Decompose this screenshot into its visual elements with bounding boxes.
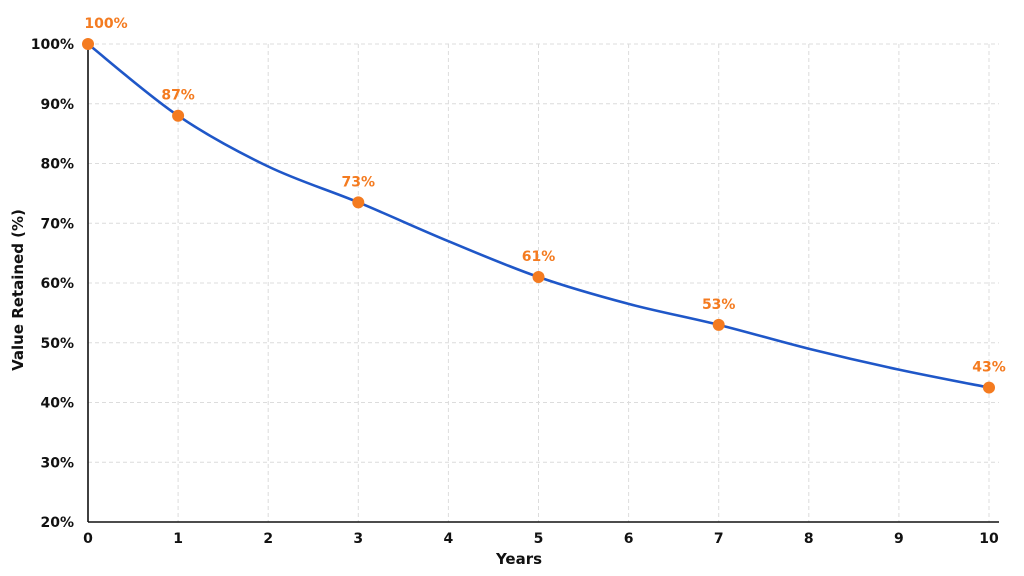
x-tick-label: 1: [173, 531, 183, 547]
data-label: 61%: [522, 249, 556, 265]
y-tick-labels: 20% 30% 40% 50% 60% 70% 80% 90% 100%: [31, 37, 74, 531]
x-tick-labels: 0 1 2 3 4 5 6 7 8 9 10: [83, 531, 999, 547]
axes: [87, 44, 999, 523]
x-tick-label: 7: [714, 531, 724, 547]
y-tick-label: 50%: [40, 336, 74, 352]
data-point: [983, 381, 995, 394]
y-tick-label: 90%: [40, 97, 74, 113]
data-label: 73%: [342, 174, 376, 190]
data-point: [352, 196, 365, 209]
data-point: [532, 271, 545, 284]
data-point: [712, 318, 725, 331]
x-tick-label: 5: [534, 531, 544, 547]
x-tick-label: 4: [444, 531, 454, 547]
data-label: 43%: [972, 360, 1006, 376]
y-tick-label: 80%: [40, 157, 74, 173]
y-axis-label: Value Retained (%): [9, 209, 27, 371]
data-point: [172, 109, 185, 122]
x-tick-label: 10: [979, 531, 999, 547]
y-tick-label: 30%: [40, 455, 74, 471]
x-tick-label: 3: [353, 531, 363, 547]
x-tick-label: 8: [804, 531, 814, 547]
data-label: 53%: [702, 297, 736, 313]
data-label: 100%: [84, 16, 127, 32]
x-axis-label: Years: [495, 550, 542, 568]
y-tick-label: 100%: [31, 37, 74, 53]
y-tick-label: 70%: [40, 216, 74, 232]
data-markers: [82, 38, 995, 394]
x-tick-label: 6: [624, 531, 634, 547]
y-tick-label: 60%: [40, 276, 74, 292]
x-tick-label: 0: [83, 531, 93, 547]
x-tick-label: 2: [263, 531, 273, 547]
y-tick-label: 40%: [40, 396, 74, 412]
data-labels: 100% 87% 73% 61% 53% 43%: [84, 16, 1005, 376]
data-label: 87%: [161, 88, 195, 104]
grid-lines: [88, 43, 999, 522]
data-point: [82, 38, 94, 50]
x-tick-label: 9: [894, 531, 904, 547]
y-tick-label: 20%: [40, 515, 74, 531]
